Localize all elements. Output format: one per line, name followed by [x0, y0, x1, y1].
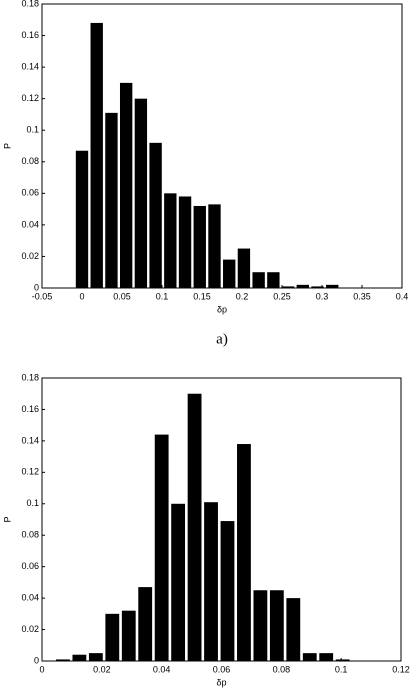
bar [56, 659, 70, 661]
bar [286, 598, 301, 661]
y-tick-label: 0.12 [21, 467, 39, 477]
bar [335, 659, 350, 661]
y-tick-label: 0.18 [21, 0, 39, 8]
y-tick-label: 0.08 [21, 156, 39, 166]
bar [88, 653, 103, 661]
x-tick-label: 0.08 [273, 664, 291, 674]
bar [171, 503, 186, 661]
x-tick-label: 0.06 [213, 664, 231, 674]
y-tick-label: 0.02 [21, 251, 39, 261]
bar [220, 521, 235, 661]
bar [281, 286, 295, 288]
plot-frame [41, 3, 403, 289]
y-tick-label: 0.14 [21, 61, 39, 71]
bar [187, 393, 202, 661]
y-tick-label: 0.08 [21, 530, 39, 540]
bar [208, 204, 221, 288]
bar [164, 193, 177, 288]
bar [223, 259, 236, 288]
y-axis-label: P [2, 143, 12, 149]
y-tick-label: 0.04 [21, 219, 39, 229]
y-tick-label: 0.16 [21, 30, 39, 40]
bar [311, 286, 324, 288]
x-tick-label: 0.04 [153, 664, 171, 674]
x-tick-label: 0 [39, 664, 44, 674]
y-tick-label: 0.06 [21, 188, 39, 198]
y-tick-label: 0.16 [21, 404, 39, 414]
bar [237, 444, 251, 661]
x-axis-label: δp [217, 304, 227, 314]
x-tick-label: 0.1 [335, 664, 348, 674]
x-tick-label: 0.35 [353, 291, 371, 301]
bar [149, 142, 162, 288]
x-tick-label: 0.4 [396, 291, 409, 301]
bar [90, 22, 103, 289]
y-tick-label: 0.12 [21, 93, 39, 103]
x-tick-label: 0.12 [392, 664, 410, 674]
bar [193, 205, 206, 288]
x-tick-label: 0.2 [236, 291, 249, 301]
bar [237, 248, 251, 288]
y-tick-label: 0.14 [21, 435, 39, 445]
y-tick-label: 0.02 [21, 624, 39, 634]
bar [252, 272, 265, 288]
x-tick-label: 0.02 [93, 664, 111, 674]
x-tick-label: 0.15 [193, 291, 211, 301]
bar [72, 654, 87, 661]
bar [178, 196, 192, 288]
bar [105, 613, 120, 661]
bar [119, 82, 133, 288]
y-tick-label: 0.1 [26, 498, 39, 508]
x-tick-label: 0.05 [113, 291, 131, 301]
x-tick-label: 0.1 [156, 291, 169, 301]
caption: a) [216, 331, 228, 347]
bar [326, 284, 339, 288]
y-tick-label: 0.18 [21, 372, 39, 382]
bar [138, 587, 153, 661]
bar [302, 653, 317, 661]
y-tick-label: 0.06 [21, 561, 39, 571]
bar [269, 590, 284, 661]
bar [296, 284, 309, 288]
x-axis-label: δp [216, 677, 226, 687]
bar [121, 610, 136, 661]
y-tick-label: 0 [34, 282, 39, 292]
bar [105, 112, 118, 288]
x-tick-label: 0.25 [273, 291, 291, 301]
x-tick-label: 0.3 [316, 291, 329, 301]
x-tick-label: 0 [79, 291, 84, 301]
y-tick-label: 0 [34, 655, 39, 665]
bar [319, 653, 334, 661]
y-tick-label: 0.04 [21, 592, 39, 602]
bar [75, 150, 89, 288]
bar [267, 272, 280, 288]
bar [154, 434, 169, 661]
bar [134, 98, 148, 289]
x-tick-label: -0.05 [32, 291, 53, 301]
y-axis-label: P [2, 516, 12, 522]
bar [204, 502, 218, 661]
bar [253, 590, 268, 661]
y-tick-label: 0.1 [26, 125, 39, 135]
